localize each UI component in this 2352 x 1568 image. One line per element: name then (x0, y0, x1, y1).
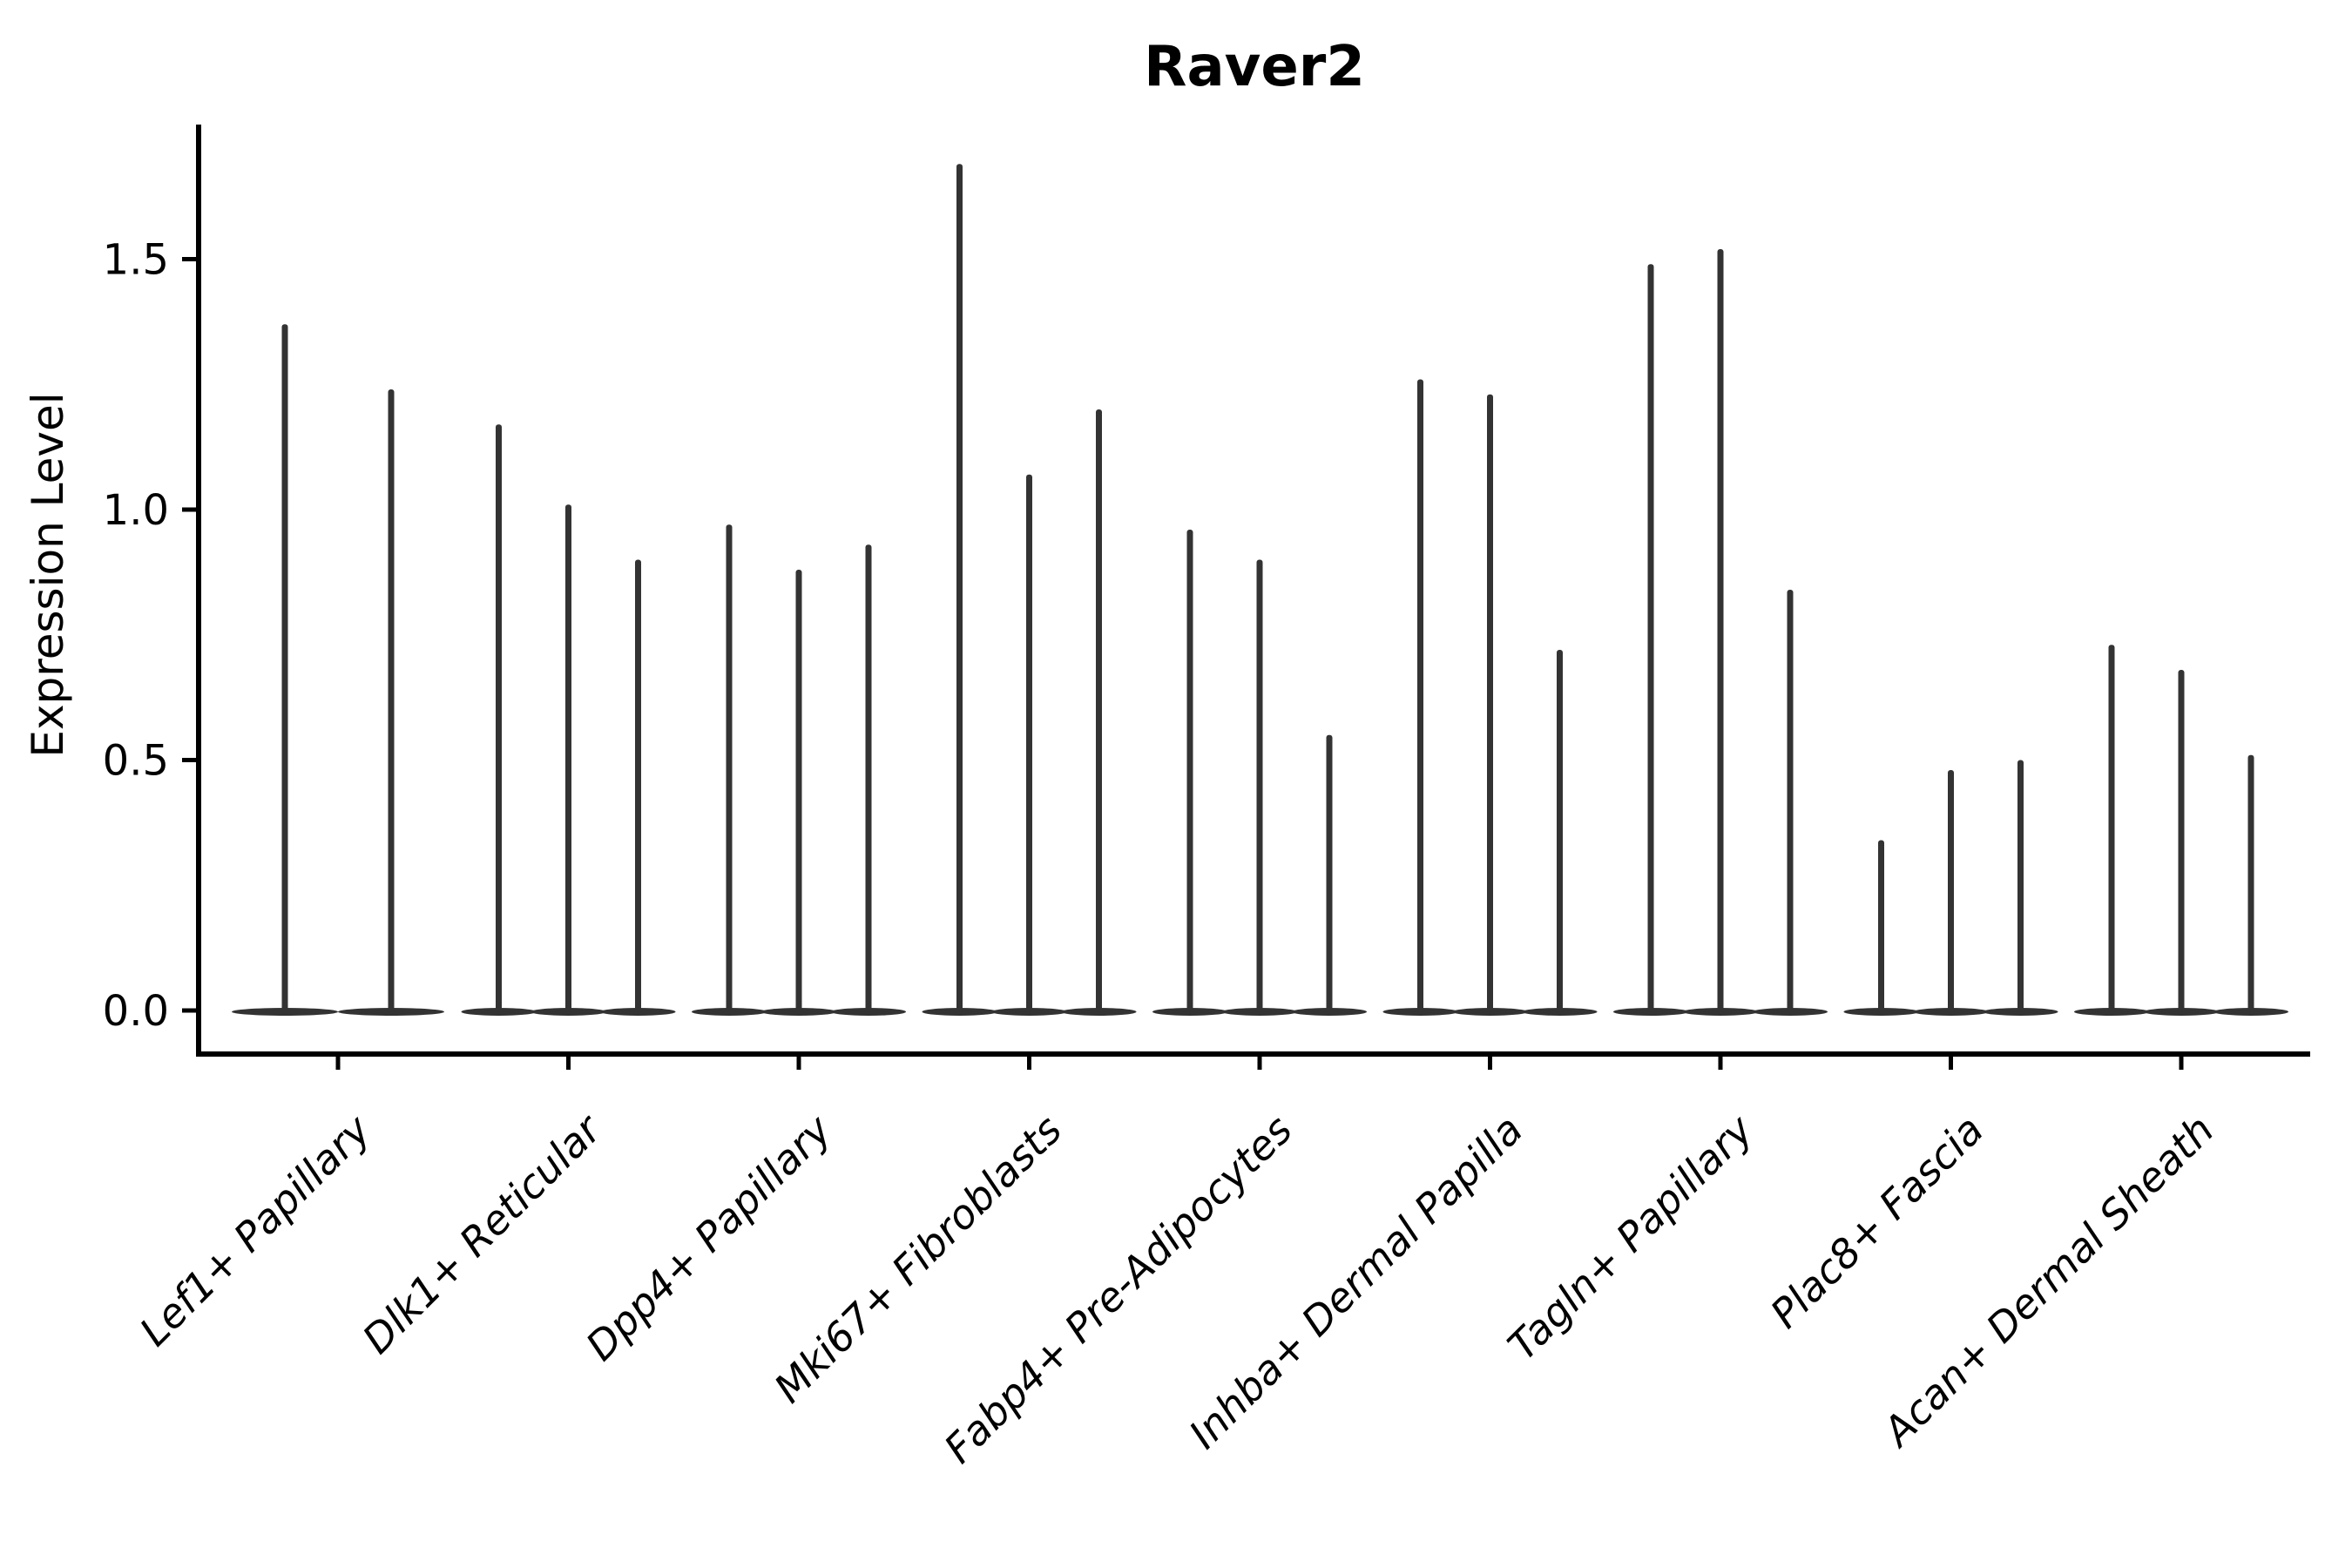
violin-series (232, 164, 2288, 1016)
violin-spike (1096, 409, 1102, 1014)
violin-spike (956, 164, 963, 1014)
violin-spike (865, 544, 872, 1014)
violin-spike (2247, 754, 2254, 1014)
violin-group (232, 324, 444, 1016)
x-tick-label: Dlk1+ Reticular (354, 1104, 612, 1362)
y-tick-label: 1.0 (103, 486, 169, 535)
x-tick-label: Dpp4+ Papillary (577, 1105, 841, 1369)
y-axis-ticks: 0.0 0.5 1.0 1.5 (103, 236, 196, 1036)
violin-spike (1026, 474, 1032, 1014)
x-tick-label: Plac8+ Fascia (1761, 1106, 1992, 1337)
violin-spike (795, 570, 802, 1014)
violin-group (1382, 379, 1598, 1016)
violin-spike (1487, 394, 1493, 1014)
violin-group (1843, 760, 2058, 1016)
chart-title: Raver2 (1144, 35, 1365, 99)
x-tick-label: Tagln+ Papillary (1498, 1105, 1762, 1369)
y-tick-label: 0.0 (103, 987, 169, 1036)
violin-group (692, 524, 906, 1016)
violin-spike (1878, 840, 1884, 1014)
violin-spike (1948, 770, 1954, 1014)
violin-spike (2178, 670, 2185, 1014)
violin-spike (2017, 760, 2024, 1014)
violin-group (922, 164, 1137, 1016)
violin-spike (1787, 590, 1794, 1014)
violin-spike (1326, 734, 1333, 1014)
violin-spike (1417, 379, 1423, 1014)
violin-spike (1186, 530, 1193, 1014)
y-tick-label: 0.5 (103, 737, 169, 786)
violin-group (1152, 530, 1367, 1016)
violin-spike (565, 504, 571, 1014)
y-tick-label: 1.5 (103, 236, 169, 285)
x-tick-label: Lef1+ Papillary (131, 1105, 380, 1355)
violin-spike (635, 559, 641, 1014)
violin-spike (388, 389, 395, 1014)
violin-group (1613, 249, 1828, 1016)
violin-group (2074, 645, 2288, 1016)
violin-spike (1557, 650, 1563, 1014)
violin-spike (281, 324, 288, 1014)
violin-spike (1717, 249, 1724, 1014)
violin-spike (496, 424, 502, 1014)
violin-spike (726, 524, 733, 1014)
violin-group (461, 424, 676, 1016)
y-axis-label: Expression Level (23, 392, 73, 757)
x-axis-ticks (335, 1057, 2184, 1070)
violin-spike (1256, 559, 1263, 1014)
violin-spike (1647, 264, 1654, 1014)
violin-spike (2108, 645, 2115, 1014)
